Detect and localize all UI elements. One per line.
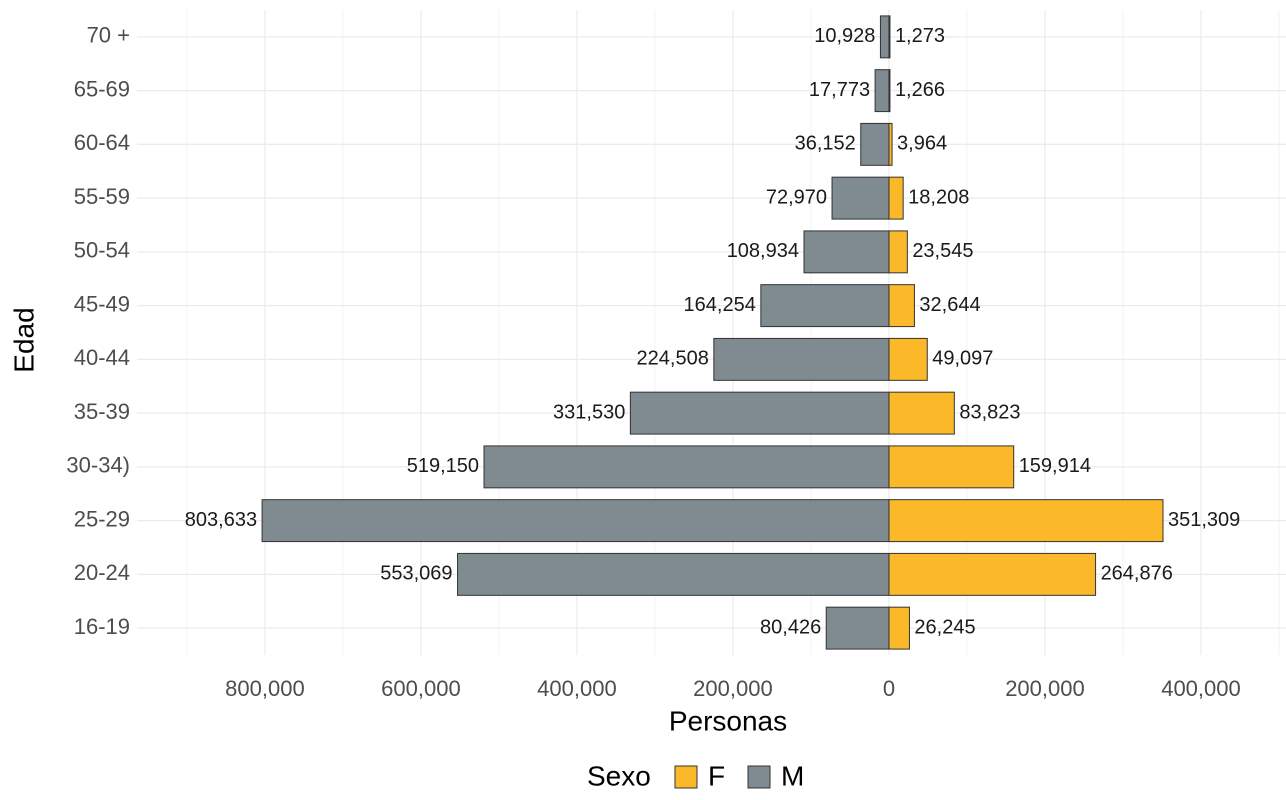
legend-title: Sexo: [587, 760, 651, 791]
value-label: 351,309: [1168, 509, 1240, 531]
bar: [760, 284, 890, 328]
y-tick-label: 65-69: [74, 76, 130, 101]
y-axis-title: Edad: [8, 307, 39, 372]
value-label: 80,426: [760, 616, 821, 638]
bar: [879, 15, 890, 59]
bar: [888, 284, 915, 328]
value-label: 1,266: [895, 79, 945, 101]
bar: [629, 391, 890, 435]
y-tick-label: 20-24: [74, 560, 130, 585]
value-label: 72,970: [766, 186, 827, 208]
value-label: 18,208: [908, 186, 969, 208]
bar: [888, 391, 955, 435]
x-tick-label: 400,000: [537, 676, 617, 701]
y-tick-label: 25-29: [74, 506, 130, 531]
x-tick-label: 600,000: [381, 676, 461, 701]
bar: [888, 499, 1164, 543]
x-axis-title: Personas: [669, 705, 787, 736]
legend-swatch: [674, 765, 698, 789]
value-label: 49,097: [932, 348, 993, 370]
y-tick-label: 45-49: [74, 291, 130, 316]
value-label: 264,876: [1101, 563, 1173, 585]
value-label: 519,150: [407, 455, 479, 477]
value-label: 224,508: [637, 348, 709, 370]
value-label: 83,823: [959, 401, 1020, 423]
bar: [888, 176, 904, 220]
y-tick-label: 30-34): [66, 453, 130, 478]
y-tick-label: 55-59: [74, 184, 130, 209]
y-tick-label: 16-19: [74, 614, 130, 639]
value-label: 23,545: [912, 240, 973, 262]
bar: [825, 606, 890, 650]
bar: [860, 122, 890, 166]
x-tick-label: 200,000: [1005, 676, 1085, 701]
value-label: 331,530: [553, 401, 625, 423]
bar: [888, 445, 1015, 489]
bar: [888, 606, 910, 650]
value-label: 36,152: [795, 133, 856, 155]
bar: [261, 499, 890, 543]
value-label: 3,964: [897, 133, 947, 155]
legend-label: F: [708, 760, 725, 791]
bar: [457, 552, 890, 596]
bar: [803, 230, 890, 274]
x-tick-label: 200,000: [693, 676, 773, 701]
y-tick-label: 70 +: [87, 23, 130, 48]
value-label: 17,773: [809, 79, 870, 101]
value-label: 803,633: [185, 509, 257, 531]
value-label: 553,069: [380, 563, 452, 585]
value-label: 164,254: [684, 294, 756, 316]
value-label: 1,273: [895, 25, 945, 47]
y-tick-label: 35-39: [74, 399, 130, 424]
bar: [483, 445, 890, 489]
bar: [888, 552, 1097, 596]
bar: [874, 69, 890, 113]
y-tick-label: 40-44: [74, 345, 130, 370]
value-label: 26,245: [914, 616, 975, 638]
y-tick-label: 50-54: [74, 238, 130, 263]
value-label: 10,928: [814, 25, 875, 47]
x-tick-label: 800,000: [225, 676, 305, 701]
x-tick-label: 400,000: [1161, 676, 1241, 701]
bar: [888, 230, 908, 274]
bar: [888, 337, 928, 381]
legend-label: M: [781, 760, 804, 791]
bar: [831, 176, 890, 220]
value-label: 108,934: [727, 240, 799, 262]
value-label: 159,914: [1019, 455, 1091, 477]
bar: [713, 337, 890, 381]
legend-swatch: [747, 765, 771, 789]
y-tick-label: 60-64: [74, 130, 130, 155]
x-tick-label: 0: [883, 676, 895, 701]
value-label: 32,644: [919, 294, 980, 316]
